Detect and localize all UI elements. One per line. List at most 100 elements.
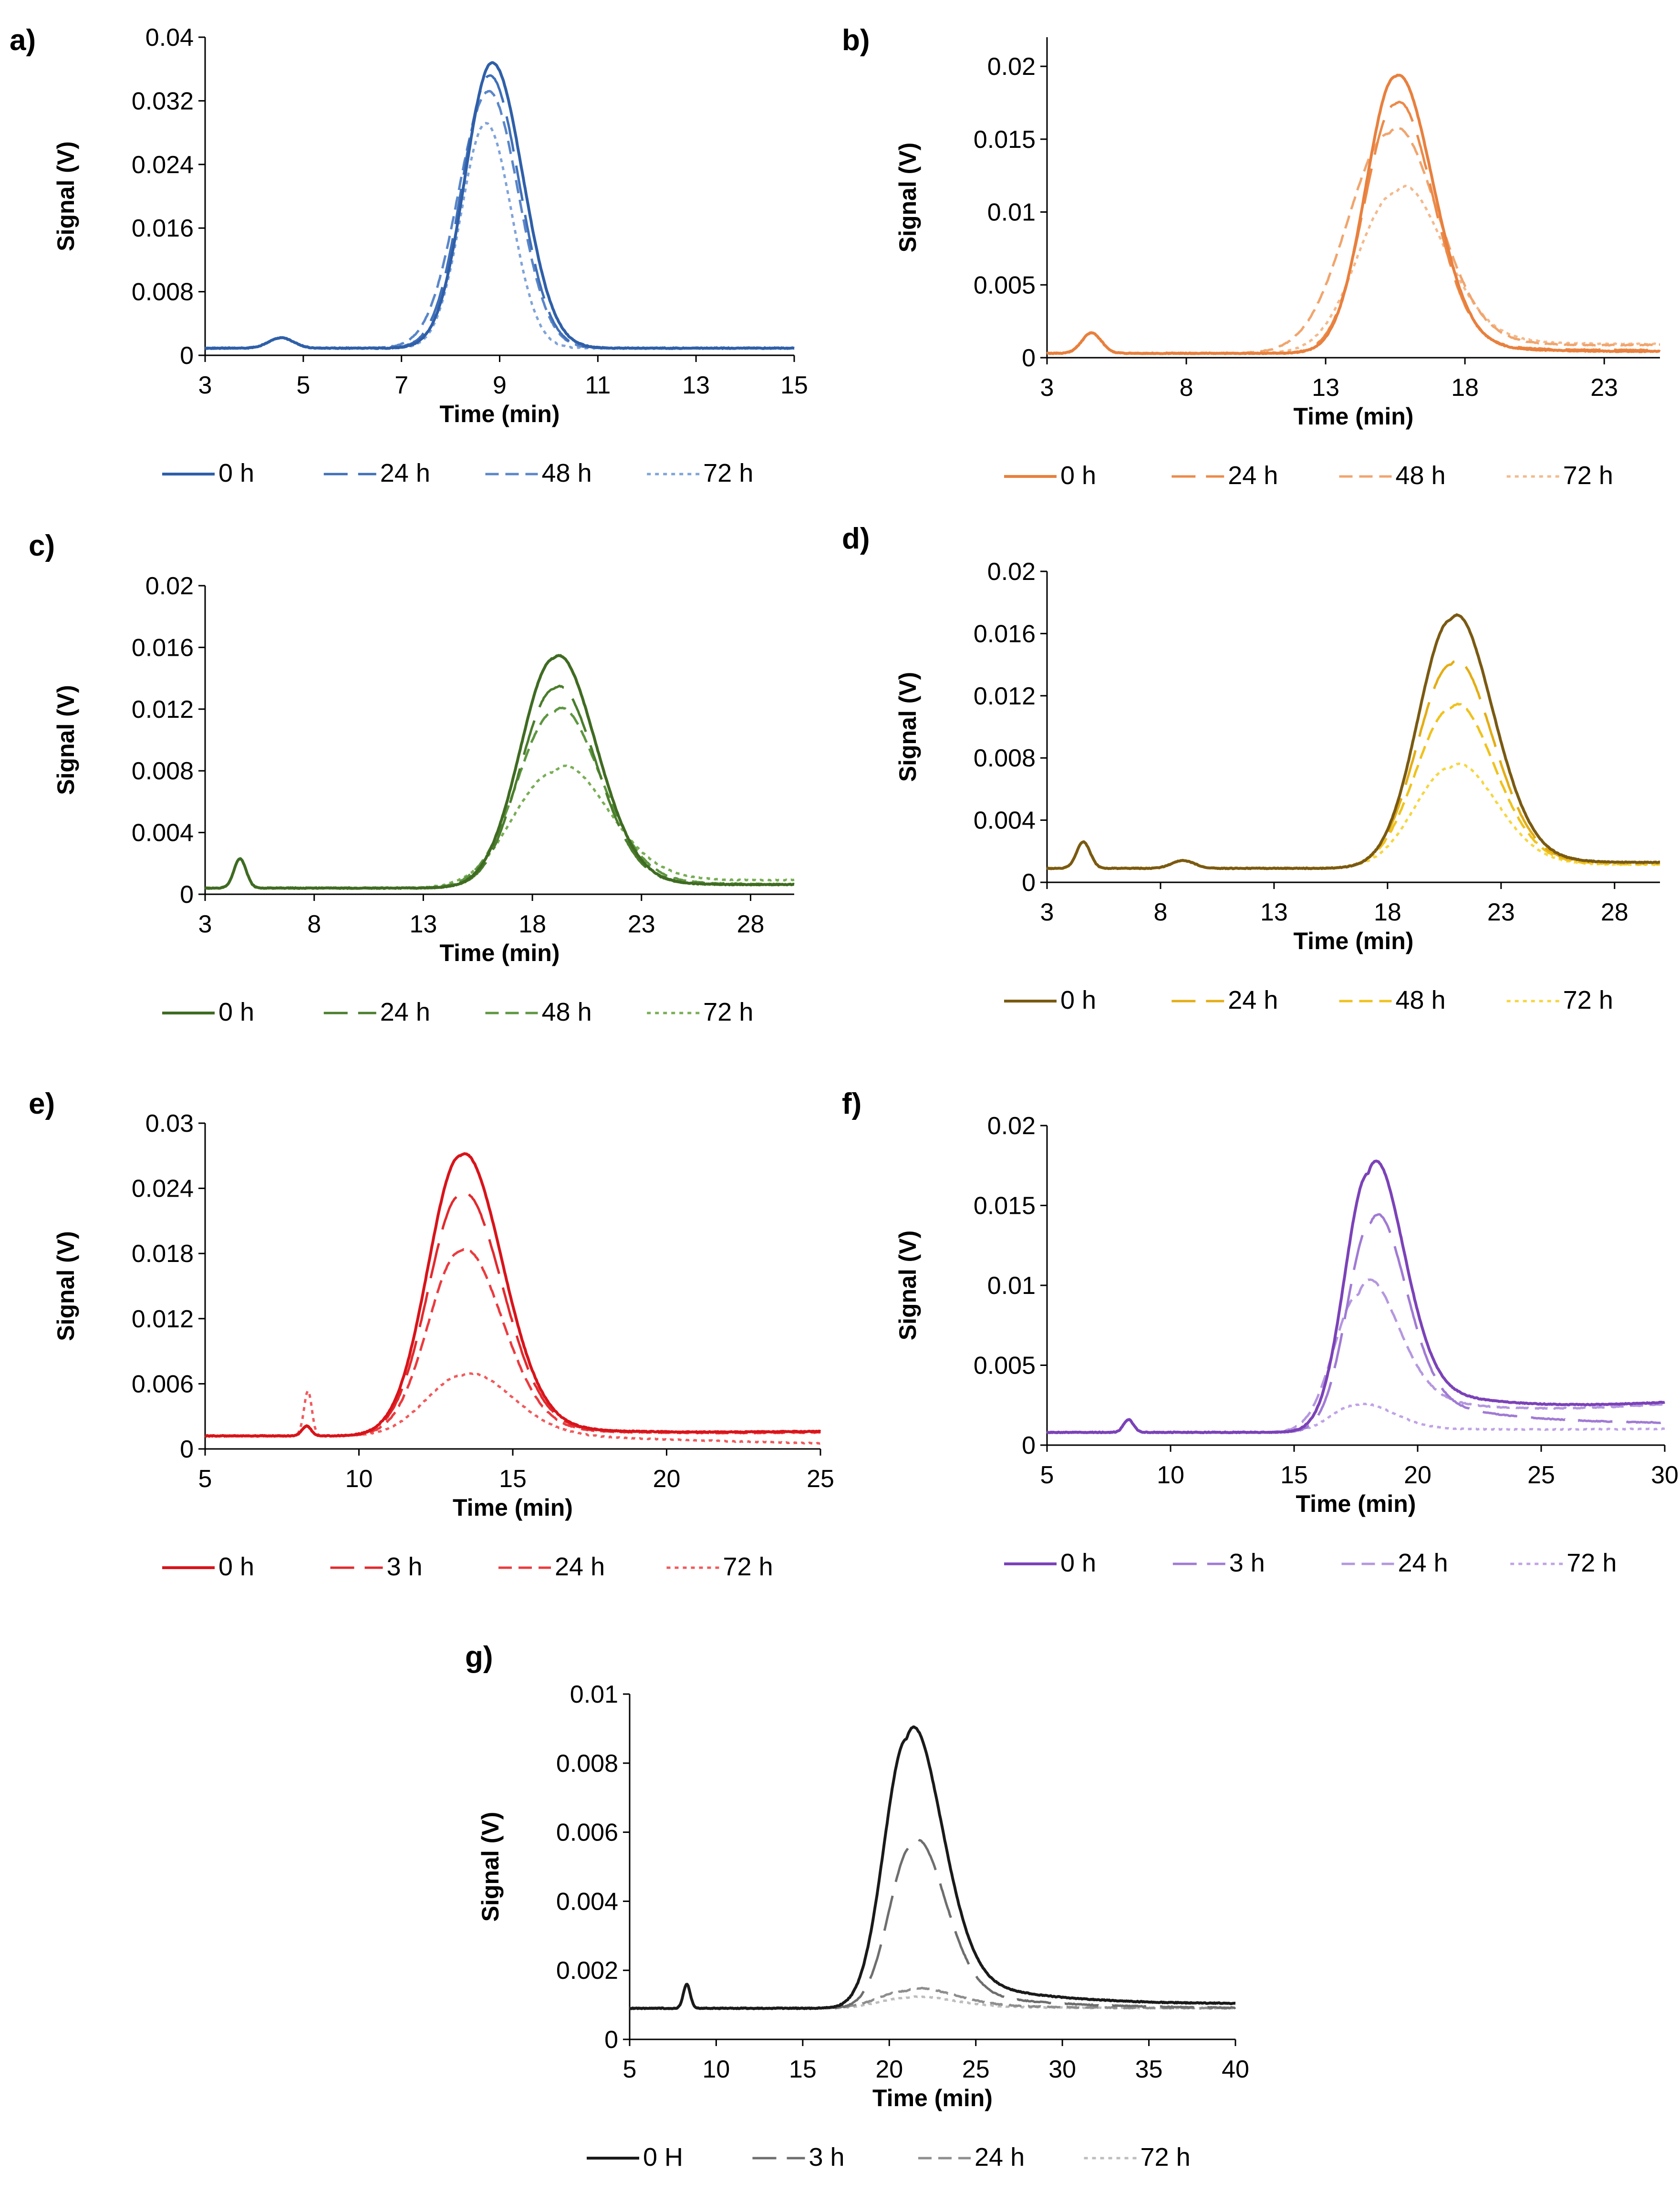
x-tick-label: 35 xyxy=(1135,2056,1163,2083)
x-tick-label: 20 xyxy=(875,2056,903,2083)
y-axis-title: Signal (V) xyxy=(477,1812,504,1922)
y-tick-label: 0 xyxy=(604,2026,618,2054)
y-tick-label: 0 xyxy=(1022,869,1036,897)
legend-label: 24 h xyxy=(1228,986,1278,1014)
legend-label: 0 h xyxy=(1060,1549,1096,1577)
panel-e: e) 0 0.006 0.012 0.018 0.024 0.03 5 10 15 20 25 Time… xyxy=(29,1087,834,1581)
x-tick-label: 15 xyxy=(780,372,808,399)
series-line-24h xyxy=(1046,659,1660,870)
x-tick-label: 5 xyxy=(623,2056,637,2083)
series-line-72h xyxy=(1047,1402,1665,1434)
y-tick-label: 0.01 xyxy=(987,1272,1036,1300)
y-tick-label: 0.02 xyxy=(987,53,1036,81)
panel-label: c) xyxy=(29,529,55,562)
y-axis-title: Signal (V) xyxy=(52,141,79,251)
y-tick-label: 0.015 xyxy=(974,1192,1036,1220)
y-tick-label: 0.024 xyxy=(132,151,194,179)
x-axis-title: Time (min) xyxy=(1294,928,1414,954)
panel-a: a) 0 0.008 0.016 0.024 0.032 0.04 3 5 7 9 11 13 15 Tim… xyxy=(10,24,808,487)
y-axis-title: Signal (V) xyxy=(894,672,921,782)
legend-label: 48 h xyxy=(542,459,592,487)
series-line-72h xyxy=(629,1983,1236,2010)
panel-label: g) xyxy=(465,1641,493,1674)
y-tick-label: 0 xyxy=(1022,344,1036,372)
x-tick-label: 28 xyxy=(737,910,765,938)
series-line-24h xyxy=(1046,1278,1665,1434)
legend-label: 72 h xyxy=(1563,461,1613,490)
legend-label: 48 h xyxy=(542,998,592,1026)
series-line-24h xyxy=(204,684,795,890)
y-tick-label: 0.016 xyxy=(132,215,194,242)
panel-c: c) 0 0.004 0.008 0.012 0.016 0.02 3 8 13 18 23 28 Tim… xyxy=(29,529,795,1026)
legend-label: 72 h xyxy=(1566,1549,1617,1577)
y-tick-label: 0 xyxy=(180,881,194,909)
panel-label: b) xyxy=(842,24,870,57)
series-line-24h xyxy=(205,74,795,350)
y-tick-label: 0.006 xyxy=(132,1370,194,1398)
series-line-48h xyxy=(205,90,795,350)
y-tick-label: 0.016 xyxy=(974,620,1036,648)
y-axis-title: Signal (V) xyxy=(894,143,921,253)
series-line-0h xyxy=(629,1725,1236,2010)
y-tick-label: 0.01 xyxy=(570,1681,618,1708)
panel-label: f) xyxy=(842,1087,861,1120)
series-line-0h xyxy=(1047,1159,1665,1434)
legend-label: 3 h xyxy=(809,2143,845,2171)
y-tick-label: 0.03 xyxy=(145,1110,194,1137)
y-axis-title: Signal (V) xyxy=(52,685,79,795)
x-axis-title: Time (min) xyxy=(440,940,560,966)
y-tick-label: 0.008 xyxy=(556,1750,618,1778)
y-tick-label: 0.024 xyxy=(132,1175,194,1203)
panel-label: a) xyxy=(10,24,36,57)
series-line-72h xyxy=(205,1372,821,1445)
x-tick-label: 3 xyxy=(198,372,212,399)
y-tick-label: 0.012 xyxy=(974,682,1036,710)
series-line-72h xyxy=(1047,762,1660,870)
y-tick-label: 0.012 xyxy=(132,696,194,724)
x-tick-label: 13 xyxy=(409,910,437,938)
legend-label: 0 H xyxy=(643,2143,683,2171)
series-line-3h xyxy=(629,1838,1236,2010)
legend-label: 24 h xyxy=(380,459,430,487)
panel-g: g) 0 0.002 0.004 0.006 0.008 0.01 5 10 15 20 25 30 35… xyxy=(465,1641,1249,2171)
panel-label: d) xyxy=(842,522,870,555)
legend-label: 0 h xyxy=(218,1552,254,1581)
y-tick-label: 0.002 xyxy=(556,1957,618,1985)
series-line-0h xyxy=(204,61,795,350)
series-line-3h xyxy=(205,1191,821,1437)
panel-d: d) 0 0.004 0.008 0.012 0.016 0.02 3 8 13 18 23 28 Tim… xyxy=(842,522,1660,1014)
legend-label: 3 h xyxy=(387,1552,423,1581)
x-axis-title: Time (min) xyxy=(440,401,560,427)
x-tick-label: 15 xyxy=(499,1465,527,1493)
legend-label: 72 h xyxy=(1563,986,1613,1014)
series-line-48h xyxy=(205,706,795,890)
series-line-24h xyxy=(1047,101,1660,355)
legend-label: 72 h xyxy=(723,1552,773,1581)
x-tick-label: 5 xyxy=(198,1465,212,1493)
x-tick-label: 18 xyxy=(1451,374,1479,402)
y-tick-label: 0.004 xyxy=(974,807,1036,835)
y-tick-label: 0.008 xyxy=(132,279,194,306)
legend-label: 0 h xyxy=(1060,986,1096,1014)
x-tick-label: 3 xyxy=(1040,899,1054,926)
legend-label: 24 h xyxy=(555,1552,605,1581)
legend-label: 48 h xyxy=(1396,986,1446,1014)
x-axis-title: Time (min) xyxy=(1294,403,1414,430)
series-line-48h xyxy=(1047,703,1660,870)
x-tick-label: 10 xyxy=(703,2056,730,2083)
legend-label: 24 h xyxy=(1228,461,1278,490)
x-tick-label: 18 xyxy=(519,910,546,938)
y-tick-label: 0.04 xyxy=(145,24,194,52)
legend-label: 0 h xyxy=(218,459,254,487)
y-tick-label: 0.004 xyxy=(556,1888,618,1915)
legend-label: 0 h xyxy=(218,998,254,1026)
legend-label: 3 h xyxy=(1229,1549,1265,1577)
legend-label: 24 h xyxy=(380,998,430,1026)
x-tick-label: 23 xyxy=(1487,899,1515,926)
x-tick-label: 13 xyxy=(1312,374,1339,402)
x-tick-label: 8 xyxy=(307,910,321,938)
y-tick-label: 0.02 xyxy=(987,558,1036,586)
x-tick-label: 8 xyxy=(1180,374,1193,402)
y-tick-label: 0 xyxy=(1022,1432,1036,1459)
